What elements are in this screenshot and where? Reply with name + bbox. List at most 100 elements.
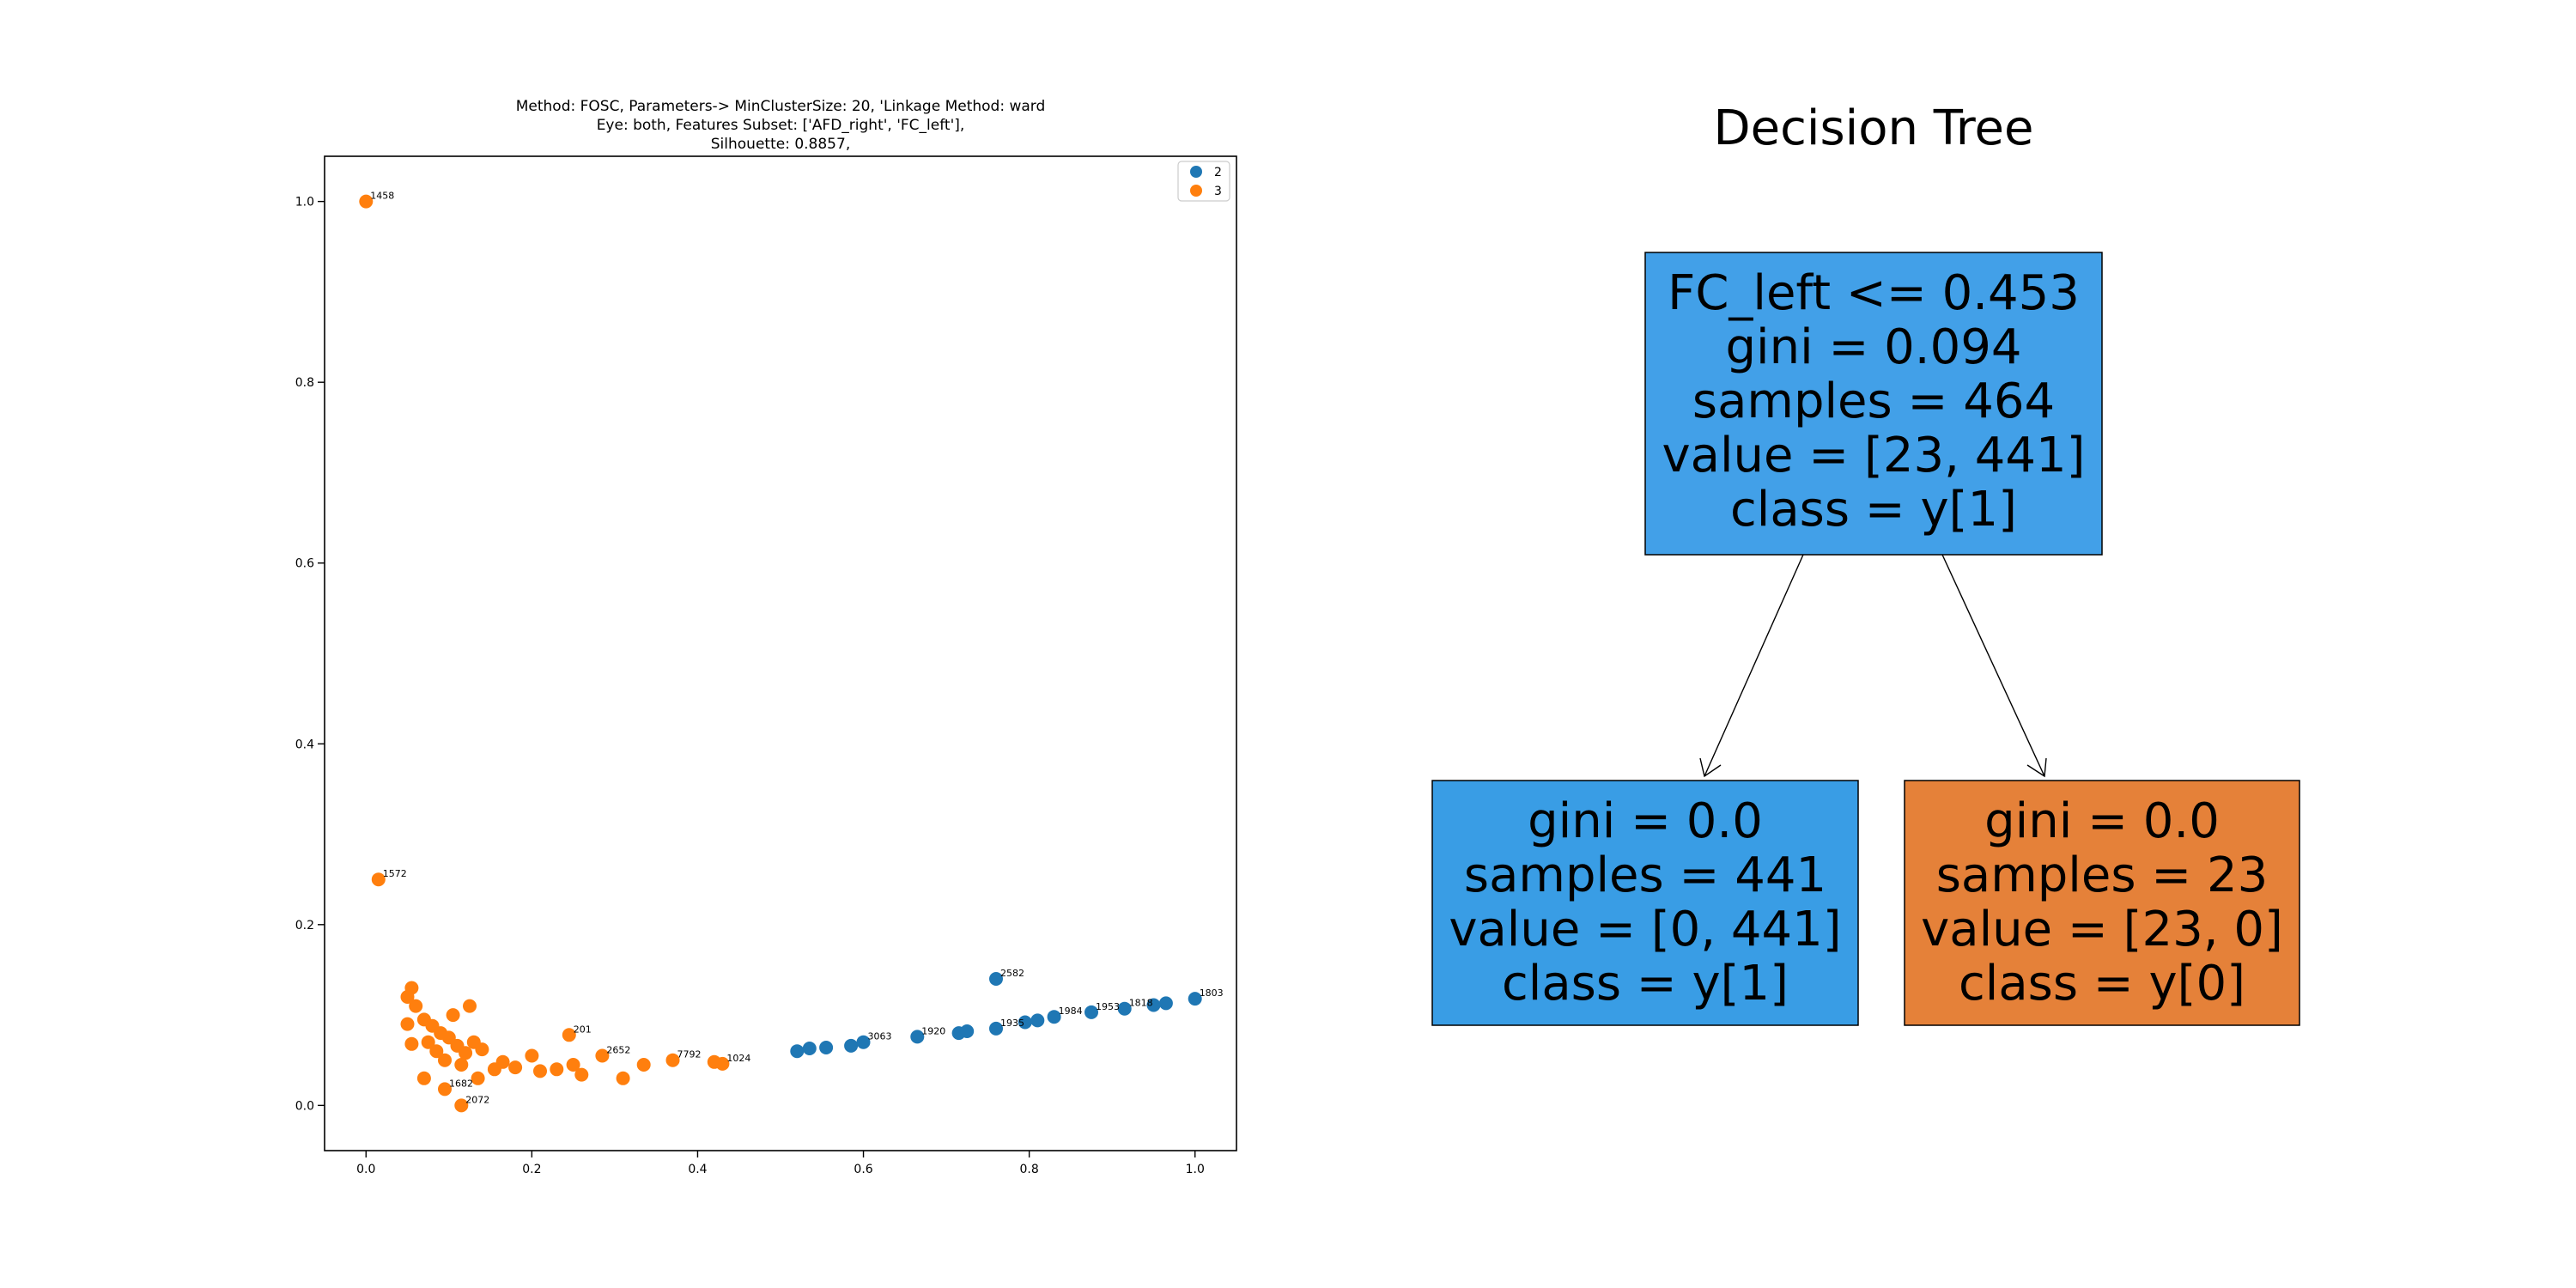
scatter-point-3-24 [471, 1071, 485, 1085]
scatter-point-2-3 [844, 1038, 859, 1053]
tree-node-right-line-2: samples = 23 [1936, 848, 2269, 903]
scatter-point-2-2 [819, 1041, 834, 1054]
tree-node-left: gini = 0.0 samples = 441 value = [0, 441… [1431, 780, 1859, 1026]
scatter-point-label: 3063 [868, 1031, 892, 1042]
scatter-point-3-31 [562, 1028, 576, 1042]
tree-node-right-box [1904, 780, 2300, 1026]
scatter-point-2-16 [1158, 996, 1173, 1011]
scatter-point-label: 2072 [465, 1094, 489, 1105]
scatter-point-3-14 [459, 1046, 473, 1060]
tree-node-root-line-4: value = [23, 441] [1662, 428, 2086, 483]
scatter-point-3-0 [359, 194, 374, 209]
scatter-axis-ticks: 0.0 0.2 0.4 0.6 0.8 1.0 0.0 0.2 0.4 0.6 0.8 1.0 [295, 196, 1205, 1176]
tree-node-right-line-4: class = y[0] [1959, 956, 2245, 1012]
scatter-point-3-16 [475, 1042, 489, 1057]
y-tick-label: 0.8 [295, 376, 314, 390]
scatter-point-3-26 [495, 1054, 510, 1069]
scatter-point-3-10 [421, 1035, 435, 1049]
tree-node-right: gini = 0.0 samples = 23 value = [23, 0] … [1904, 780, 2300, 1026]
scatter-point-2-4 [856, 1035, 871, 1049]
scatter-title-line-2: Eye: both, Features Subset: ['AFD_right'… [597, 117, 965, 134]
scatter-point-2-10 [1018, 1015, 1032, 1030]
tree-edge-right-arrowhead [2026, 757, 2047, 778]
scatter-point-2-8 [989, 1021, 1003, 1036]
decision-tree: Decision Tree FC_left <= 0.453 gini = 0.… [1431, 100, 2300, 1026]
scatter-point-3-32 [566, 1058, 580, 1072]
tree-node-right-line-3: value = [23, 0] [1921, 902, 2283, 957]
scatter-point-3-1 [371, 872, 386, 887]
scatter-point-label: 1803 [1200, 987, 1224, 999]
tree-edge-right [1941, 554, 2045, 777]
scatter-point-2-17 [1188, 992, 1202, 1006]
scatter-point-3-22 [438, 1082, 452, 1097]
tree-node-right-line-1: gini = 0.0 [1984, 793, 2220, 849]
legend-marker-2 [1190, 166, 1202, 178]
scatter-legend: 2 3 [1177, 161, 1230, 202]
scatter-point-3-28 [525, 1048, 539, 1063]
tree-node-left-box [1431, 780, 1859, 1026]
scatter-point-label: 1920 [921, 1025, 945, 1036]
scatter-point-2-11 [1030, 1013, 1045, 1028]
scatter-point-label: 201 [574, 1024, 592, 1035]
scatter-point-2-12 [1047, 1010, 1061, 1024]
scatter-point-2-9 [989, 972, 1003, 986]
tree-node-root-line-1: FC_left <= 0.453 [1668, 265, 2080, 321]
y-tick-label: 0.0 [295, 1099, 314, 1113]
scatter-point-3-34 [595, 1048, 610, 1063]
scatter-points [359, 194, 1202, 1113]
scatter-point-3-36 [636, 1058, 651, 1072]
tree-node-left-line-1: gini = 0.0 [1528, 793, 1763, 849]
scatter-point-3-23 [454, 1098, 469, 1113]
scatter-point-labels: 3063 1920 1935 2582 1984 1953 1818 1803 1458 1572… [370, 191, 1223, 1106]
scatter-point-3-19 [446, 1008, 460, 1023]
tree-node-left-line-3: value = [0, 441] [1449, 902, 1841, 957]
scatter-point-2-7 [960, 1024, 975, 1038]
tree-node-left-line-2: samples = 441 [1464, 848, 1826, 903]
scatter-point-2-14 [1117, 1001, 1132, 1016]
tree-edge-left-arrowhead [1699, 757, 1722, 778]
scatter-title-line-3: Silhouette: 0.8857, [711, 136, 850, 153]
y-tick-label: 1.0 [295, 196, 314, 210]
scatter-point-3-21 [416, 1071, 431, 1085]
scatter-point-2-13 [1084, 1005, 1098, 1019]
scatter-point-label: 1818 [1129, 998, 1153, 1009]
x-tick-label: 0.8 [1020, 1163, 1039, 1176]
x-tick-label: 0.4 [688, 1163, 707, 1176]
y-tick-label: 0.6 [295, 557, 314, 571]
scatter-point-3-39 [715, 1056, 730, 1071]
scatter-point-3-5 [400, 1017, 415, 1031]
tree-node-root-line-5: class = y[1] [1730, 482, 2017, 538]
scatter-point-3-6 [404, 1036, 419, 1051]
scatter-point-2-0 [790, 1044, 805, 1059]
scatter-point-3-33 [574, 1067, 589, 1082]
scatter-point-3-30 [550, 1062, 564, 1077]
y-tick-label: 0.2 [295, 919, 314, 933]
scatter-point-label: 7792 [677, 1049, 702, 1060]
scatter-point-label: 1935 [1000, 1018, 1024, 1029]
scatter-point-2-5 [910, 1030, 925, 1044]
scatter-point-3-27 [508, 1060, 523, 1075]
scatter-point-3-17 [438, 1053, 452, 1067]
scatter-point-3-11 [429, 1044, 444, 1059]
x-tick-label: 1.0 [1186, 1163, 1205, 1176]
scatter-point-label: 1984 [1059, 1005, 1083, 1017]
scatter-point-3-29 [533, 1064, 547, 1078]
x-tick-label: 0.2 [522, 1163, 541, 1176]
tree-node-root-box [1644, 252, 2103, 556]
tree-node-root-line-3: samples = 464 [1692, 374, 2055, 429]
scatter-point-2-1 [802, 1042, 817, 1055]
tree-title: Decision Tree [1714, 100, 2034, 156]
scatter-plot: Method: FOSC, Parameters-> MinClusterSiz… [295, 98, 1237, 1176]
legend-label-2: 2 [1214, 166, 1222, 179]
scatter-point-label: 1024 [726, 1053, 750, 1064]
y-tick-label: 0.4 [295, 738, 314, 751]
scatter-point-3-18 [454, 1058, 469, 1072]
tree-node-root: FC_left <= 0.453 gini = 0.094 samples = … [1644, 252, 2103, 556]
scatter-point-2-15 [1146, 998, 1161, 1012]
tree-node-left-line-4: class = y[1] [1502, 956, 1789, 1012]
legend-frame [1177, 161, 1230, 202]
scatter-point-label: 1572 [383, 868, 407, 879]
scatter-point-3-3 [400, 990, 415, 1004]
scatter-point-label: 2652 [606, 1045, 630, 1056]
